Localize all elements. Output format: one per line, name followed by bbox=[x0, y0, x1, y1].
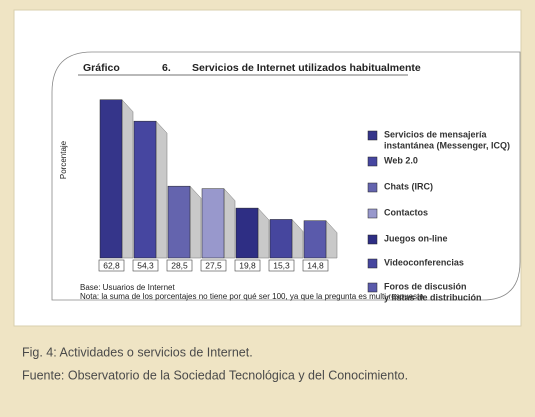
legend-swatch bbox=[367, 282, 378, 293]
bar bbox=[167, 185, 191, 259]
value-label: 28,5 bbox=[171, 260, 188, 270]
value-box bbox=[234, 259, 261, 272]
bar bbox=[99, 99, 123, 259]
figure-label: Gráfico bbox=[83, 62, 120, 74]
value-box bbox=[302, 259, 329, 272]
legend-label: Chats (IRC) bbox=[384, 182, 433, 192]
value-box bbox=[268, 259, 295, 272]
legend-swatch bbox=[367, 208, 378, 219]
panel bbox=[13, 9, 522, 327]
caption: Fuente: Observatorio de la Sociedad Tecn… bbox=[22, 368, 408, 382]
value-label: 15,3 bbox=[273, 260, 290, 270]
bar bbox=[235, 207, 259, 259]
bar-side bbox=[189, 185, 202, 259]
bar bbox=[269, 219, 293, 259]
value-label: 14,8 bbox=[307, 260, 324, 270]
bar-side bbox=[223, 188, 236, 259]
bar bbox=[201, 188, 225, 259]
bar bbox=[303, 220, 327, 259]
y-axis-label: Porcentaje bbox=[59, 140, 68, 179]
note: Nota: la suma de los porcentajes no tien… bbox=[80, 292, 424, 301]
value-box bbox=[166, 259, 193, 272]
legend-label: Videoconferencias bbox=[384, 258, 464, 268]
legend-swatch bbox=[367, 130, 378, 141]
legend-swatch bbox=[367, 258, 378, 269]
legend-label: Juegos on-line bbox=[384, 234, 448, 244]
chart-title: Servicios de Internet utilizados habitua… bbox=[192, 62, 421, 74]
bar-side bbox=[121, 99, 134, 259]
value-label: 54,3 bbox=[137, 260, 154, 270]
legend-label: Web 2.0 bbox=[384, 156, 418, 166]
legend-label: Foros de discusión y listas de distribuci… bbox=[384, 282, 482, 303]
legend-swatch bbox=[367, 156, 378, 167]
value-box bbox=[200, 259, 227, 272]
note: Base: Usuarios de Internet bbox=[80, 283, 175, 292]
value-label: 27,5 bbox=[205, 260, 222, 270]
value-box bbox=[132, 259, 159, 272]
legend-label: Servicios de mensajería instantánea (Mess… bbox=[384, 130, 510, 151]
bar-side bbox=[155, 120, 168, 259]
figure-number: 6. bbox=[162, 62, 171, 74]
chart-frame bbox=[51, 51, 521, 301]
legend-swatch bbox=[367, 182, 378, 193]
caption: Fig. 4: Actividades o servicios de Inter… bbox=[22, 345, 253, 359]
value-label: 19,8 bbox=[239, 260, 256, 270]
legend-swatch bbox=[367, 234, 378, 245]
value-label: 62,8 bbox=[103, 260, 120, 270]
legend-label: Contactos bbox=[384, 208, 428, 218]
bar bbox=[133, 120, 157, 259]
value-box bbox=[98, 259, 125, 272]
